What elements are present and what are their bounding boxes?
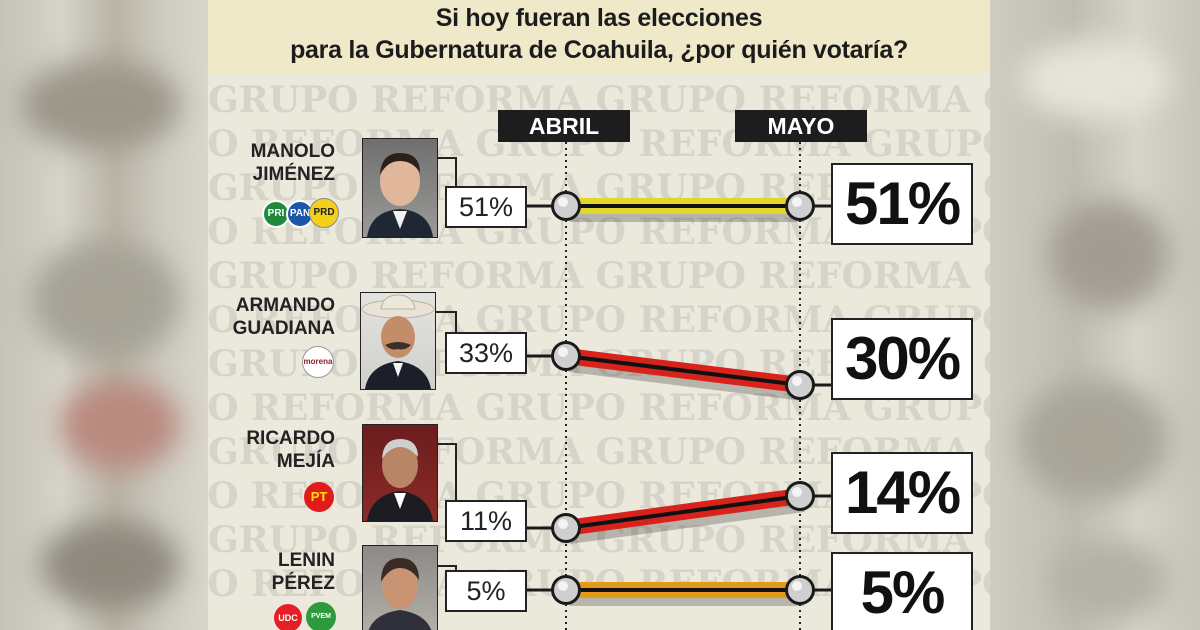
chart-header: Si hoy fueran las elecciones para la Gub… — [208, 0, 990, 74]
chart-lines — [436, 142, 833, 630]
candidate-name-line-2: MEJÍA — [276, 451, 335, 472]
photo-connector — [436, 157, 457, 186]
candidate-name-line-2: PÉREZ — [271, 573, 335, 594]
abril-value-box: 51% — [445, 186, 527, 228]
photo-connector — [436, 443, 457, 508]
candidate-photo-guadiana — [360, 292, 436, 390]
month-label-mayo: MAYO — [735, 110, 867, 142]
abril-value-box: 5% — [445, 570, 527, 612]
watermark-text: GRUPO REFORMA GRUPO REFORMA GRUPO REFORM… — [208, 255, 990, 297]
series-line-shadow — [569, 358, 805, 401]
candidate-name-line-1: MANOLO — [250, 141, 335, 162]
mayo-value-box: 5% — [831, 552, 973, 630]
udc-logo: UDC — [274, 604, 302, 630]
candidate-name-line-1: ARMANDO — [235, 295, 335, 316]
candidate-photo-mejia — [362, 424, 438, 522]
mayo-value-box: 14% — [831, 452, 973, 534]
candidate-name-line-1: RICARDO — [246, 428, 335, 449]
candidate-name-line-2: JIMÉNEZ — [252, 164, 335, 185]
blurred-background-left — [0, 0, 208, 630]
series-line-stripe — [565, 354, 801, 387]
point-marker-highlight — [792, 197, 802, 207]
abril-value-box: 11% — [445, 500, 527, 542]
point-marker-highlight — [792, 487, 802, 497]
point-marker-highlight — [792, 376, 802, 386]
point-marker-highlight — [558, 581, 568, 591]
point-marker-highlight — [558, 519, 568, 529]
pri-logo: PRI — [262, 200, 290, 228]
chart-title-line-2: para la Gubernatura de Coahuila, ¿por qu… — [290, 36, 908, 64]
abril-value-box: 33% — [445, 332, 527, 374]
point-marker-highlight — [558, 347, 568, 357]
photo-connector — [436, 311, 457, 336]
candidate-name-mejia: RICARDO MEJÍA — [246, 427, 335, 473]
pvem-logo: PVEM — [306, 602, 336, 630]
series-line-stripe — [565, 494, 801, 530]
blurred-background-right — [990, 0, 1200, 630]
candidate-name-guadiana: ARMANDO GUADIANA — [233, 294, 335, 340]
morena-logo: morena — [302, 346, 334, 378]
candidate-photo-jimenez — [362, 138, 438, 238]
prd-logo: PRD — [309, 198, 339, 228]
mayo-value-box: 51% — [831, 163, 973, 245]
candidate-name-line-1: LENIN — [278, 550, 335, 571]
infographic-panel: Si hoy fueran las elecciones para la Gub… — [208, 0, 990, 630]
candidate-name-jimenez: MANOLO JIMÉNEZ — [251, 140, 335, 186]
candidate-name-line-2: GUADIANA — [232, 318, 335, 339]
photo-connector — [436, 565, 457, 570]
chart-title-line-1: Si hoy fueran las elecciones — [435, 4, 763, 32]
mayo-value-box: 30% — [831, 318, 973, 400]
series-line-shadow — [569, 498, 805, 544]
point-marker-highlight — [792, 581, 802, 591]
point-marker-highlight — [558, 197, 568, 207]
candidate-photo-perez — [362, 545, 438, 630]
candidate-name-perez: LENIN PÉREZ — [272, 549, 335, 595]
month-label-abril: ABRIL — [498, 110, 630, 142]
pt-logo: PT — [304, 482, 334, 512]
